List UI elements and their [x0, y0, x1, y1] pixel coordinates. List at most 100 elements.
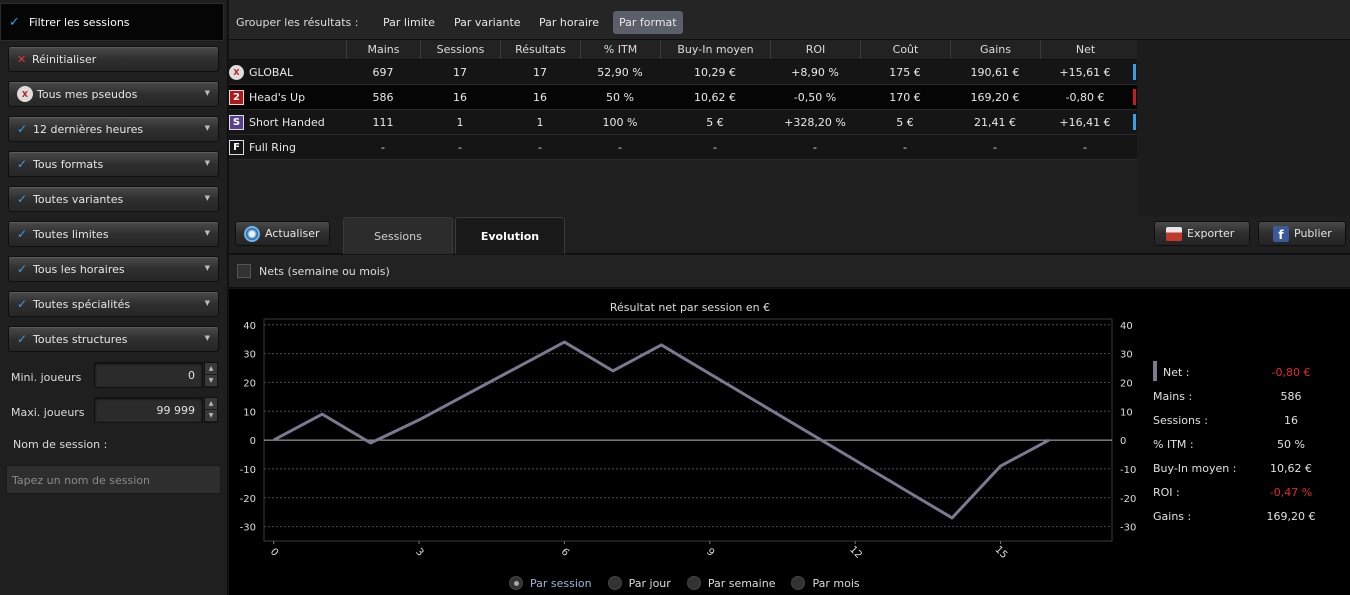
table-cell: - — [538, 140, 542, 154]
group-tab[interactable]: Par horaire — [539, 16, 599, 29]
stat-row: Net : -0,80 € — [1153, 361, 1333, 385]
min-players-stepper[interactable]: ▲ ▼ — [204, 362, 218, 388]
session-name-input[interactable]: Tapez un nom de session — [6, 465, 221, 494]
chevron-down-icon: ▼ — [204, 264, 210, 272]
filter-dropdown[interactable]: ✓ 12 dernières heures ▼ — [8, 116, 219, 142]
tab-sessions[interactable]: Sessions — [343, 217, 453, 254]
table-cell: 586 — [372, 90, 394, 104]
table-header-cell[interactable]: Gains — [950, 40, 1040, 59]
table-header-cell[interactable]: Net — [1040, 40, 1130, 59]
row-label-cell: 2 Head's Up — [229, 89, 346, 105]
stepper-down-icon[interactable]: ▼ — [205, 375, 217, 387]
min-players-input[interactable]: 0 — [94, 362, 203, 388]
max-players-input[interactable]: 99 999 — [94, 397, 203, 423]
stepper-down-icon[interactable]: ▼ — [205, 410, 217, 422]
table-cell: 170 € — [889, 90, 921, 104]
view-mode-radio[interactable]: Par session — [509, 576, 592, 590]
filter-dropdown[interactable]: ✓ Toutes structures ▼ — [8, 326, 219, 352]
y-tick-label-right: 30 — [1120, 350, 1133, 361]
export-icon — [1166, 226, 1182, 241]
y-tick-label-right: 0 — [1120, 436, 1126, 447]
table-cell: 52,90 % — [597, 65, 643, 79]
table-header-cell[interactable]: % ITM — [580, 40, 660, 59]
reset-button[interactable]: ✕ Réinitialiser — [8, 46, 219, 72]
max-players-label: Maxi. joueurs — [11, 406, 85, 419]
chevron-down-icon: ▼ — [204, 229, 210, 237]
filter-dropdown[interactable]: ✓ Toutes limites ▼ — [8, 221, 219, 247]
filter-sidebar: ✓ Filtrer les sessions ✕ Réinitialiser X… — [0, 0, 228, 595]
refresh-button[interactable]: Actualiser — [235, 221, 330, 246]
view-mode-radio[interactable]: Par mois — [791, 576, 860, 590]
radio-dot — [791, 576, 806, 590]
filter-dropdown[interactable]: ✓ Toutes spécialités ▼ — [8, 291, 219, 317]
stat-value: 10,62 € — [1270, 462, 1312, 475]
table-cell: 111 — [372, 115, 394, 129]
table-header-cell[interactable]: ROI — [770, 40, 860, 59]
table-cell: - — [713, 140, 717, 154]
group-tab[interactable]: Par variante — [454, 16, 521, 29]
radio-dot — [509, 576, 523, 590]
max-players-stepper[interactable]: ▲ ▼ — [204, 397, 218, 423]
filter-dropdown[interactable]: ✓ Tous les horaires ▼ — [8, 256, 219, 282]
export-button[interactable]: Exporter — [1154, 221, 1250, 246]
table-header-cell[interactable]: Coût — [860, 40, 950, 59]
stepper-up-icon[interactable]: ▲ — [205, 363, 217, 375]
filter-dropdown[interactable]: ✓ Tous formats ▼ — [8, 151, 219, 177]
series-line — [272, 340, 1050, 520]
view-mode-selector: Par session Par jour Par semaine Par mois — [509, 576, 876, 590]
table-row[interactable]: X GLOBAL 697 17 17 52,90 % 10,29 € +8,90 % 175 €… — [229, 60, 1137, 85]
y-tick-label-left: -10 — [240, 465, 256, 476]
stat-value: 16 — [1284, 414, 1298, 427]
table-cell: - — [381, 140, 385, 154]
pseudo-logo-icon: X — [17, 86, 33, 102]
table-cell: 175 € — [889, 65, 921, 79]
stat-row: Mains : 586 — [1153, 385, 1333, 409]
table-cell: - — [1083, 140, 1087, 154]
pseudos-dropdown[interactable]: X Tous mes pseudos ▼ — [8, 81, 219, 107]
chart-title: Résultat net par session en € — [610, 301, 770, 314]
chevron-down-icon: ▼ — [204, 89, 210, 97]
stat-label: Mains : — [1153, 390, 1193, 403]
radio-dot — [607, 576, 622, 590]
table-row[interactable]: F Full Ring - - - - - - - - - — [229, 135, 1137, 160]
filter-dropdown[interactable]: ✓ Toutes variantes ▼ — [8, 186, 219, 212]
view-mode-radio[interactable]: Par semaine — [686, 576, 775, 590]
table-header-cell[interactable]: Buy-In moyen — [660, 40, 770, 59]
nets-checkbox[interactable] — [237, 264, 251, 278]
table-header-cell[interactable]: Sessions — [420, 40, 500, 59]
table-cell: - — [903, 140, 907, 154]
tab-evolution[interactable]: Evolution — [455, 217, 565, 254]
table-cell: 169,20 € — [970, 90, 1020, 104]
view-tab-bar: Actualiser Sessions Evolution Exporter f… — [229, 216, 1350, 254]
row-color-bar — [1133, 89, 1136, 105]
session-name-label: Nom de session : — [13, 438, 108, 451]
table-cell: 10,62 € — [694, 90, 736, 104]
filter-dropdown-label: 12 dernières heures — [33, 122, 144, 136]
table-header-cell[interactable]: Mains — [346, 40, 420, 59]
stat-row: Buy-In moyen : 10,62 € — [1153, 457, 1333, 481]
stat-value: -0,80 € — [1271, 366, 1311, 379]
publish-button[interactable]: f Publier — [1258, 221, 1346, 246]
results-table: Mains Sessions Résultats% ITM Buy-In moyen R… — [229, 40, 1137, 160]
group-tab[interactable]: Par limite — [383, 16, 435, 29]
table-cell: 17 — [533, 65, 547, 79]
table-header-cell[interactable]: Résultats — [500, 40, 580, 59]
y-tick-label-left: 20 — [243, 378, 256, 389]
y-tick-label-left: -20 — [240, 494, 256, 505]
stat-label: Net : — [1163, 366, 1190, 379]
radio-dot — [686, 576, 701, 590]
table-row[interactable]: 2 Head's Up 586 16 16 50 % 10,62 € -0,50 % 170 €… — [229, 85, 1137, 110]
filter-dropdown-label: Tous formats — [33, 157, 104, 171]
table-cell: - — [618, 140, 622, 154]
view-mode-radio[interactable]: Par jour — [607, 576, 671, 590]
view-mode-label: Par mois — [812, 576, 860, 590]
group-tab[interactable]: Par format — [613, 11, 683, 34]
stat-label: Sessions : — [1153, 414, 1208, 427]
row-color-bar — [1133, 64, 1136, 80]
stepper-up-icon[interactable]: ▲ — [205, 398, 217, 410]
filter-sessions-header[interactable]: ✓ Filtrer les sessions — [0, 3, 224, 41]
refresh-icon — [244, 225, 260, 242]
table-row[interactable]: S Short Handed 111 1 1 100 % 5 € +328,20 % 5 €21… — [229, 110, 1137, 135]
facebook-icon: f — [1273, 225, 1289, 242]
